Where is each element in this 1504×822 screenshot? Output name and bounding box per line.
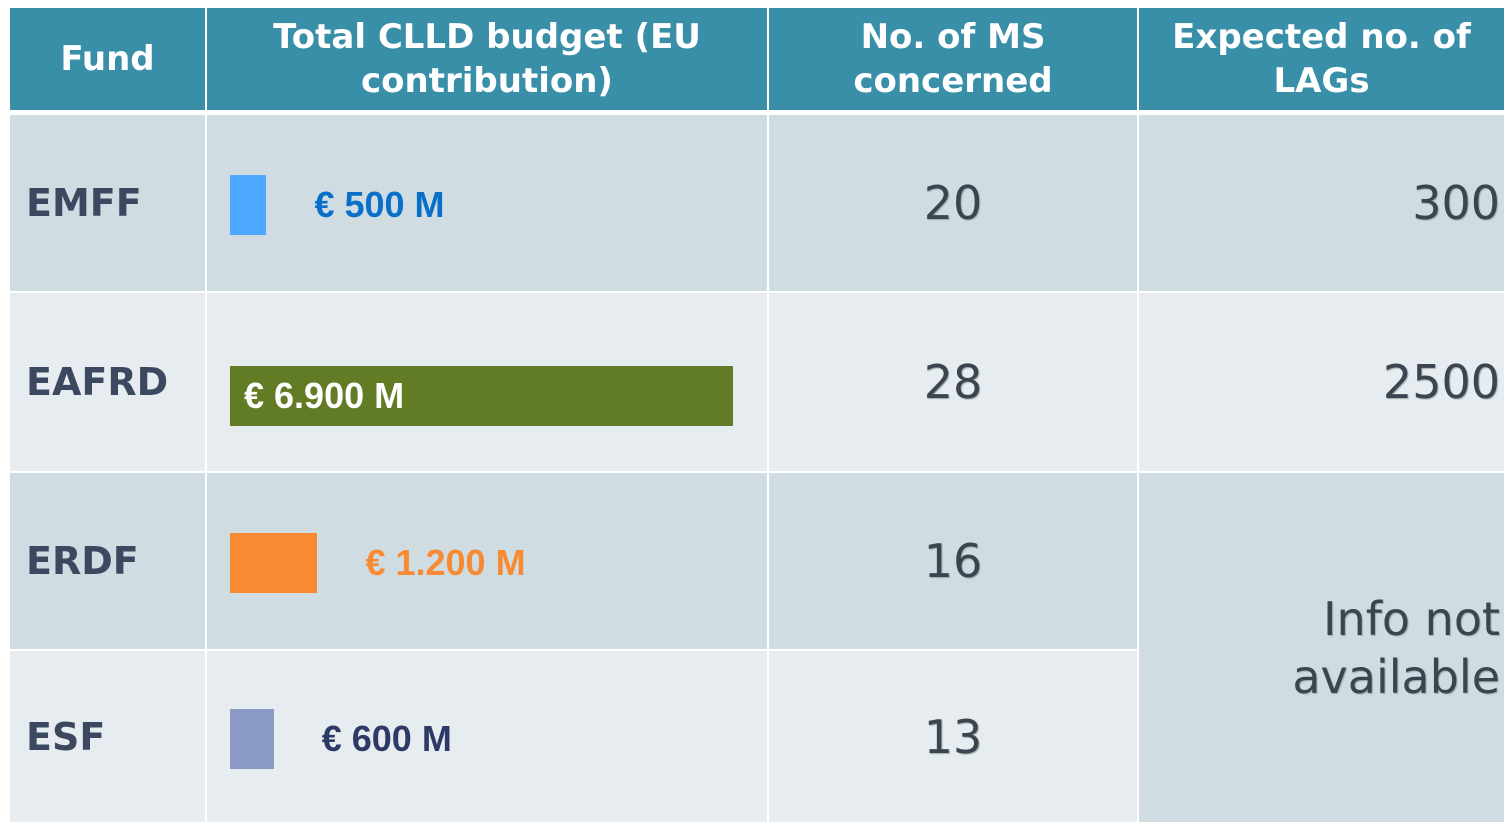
budget-bar: [230, 708, 274, 769]
header-cell: No. of MS concerned: [769, 8, 1137, 110]
budget-label: € 500 M: [314, 184, 445, 225]
budget-cell: [207, 115, 767, 291]
fund-cell: ESF: [10, 651, 205, 822]
budget-label: € 6.900 M: [244, 375, 405, 416]
fund-cell: EAFRD: [10, 293, 205, 471]
header-cell: Total CLLD budget (EU contribution): [207, 8, 767, 110]
header-cell: Fund: [10, 8, 205, 110]
fund-cell: ERDF: [10, 473, 205, 649]
ms-cell: 20: [769, 115, 1137, 291]
budget-bar: [230, 366, 733, 426]
lags-cell: 300: [1139, 115, 1504, 291]
lags-merged-cell: Info not available: [1139, 473, 1504, 822]
budget-label: € 600 M: [321, 717, 452, 759]
budget-bar: [230, 533, 318, 593]
budget-cell: [207, 651, 767, 822]
budget-label: € 1.200 M: [365, 542, 526, 583]
fund-cell: EMFF: [10, 115, 205, 291]
lags-cell: 2500: [1139, 293, 1504, 471]
ms-cell: 16: [769, 473, 1137, 649]
budget-bar: [230, 175, 267, 235]
ms-cell: 13: [769, 651, 1137, 822]
ms-cell: 28: [769, 293, 1137, 471]
header-cell: Expected no. of LAGs: [1139, 8, 1504, 110]
